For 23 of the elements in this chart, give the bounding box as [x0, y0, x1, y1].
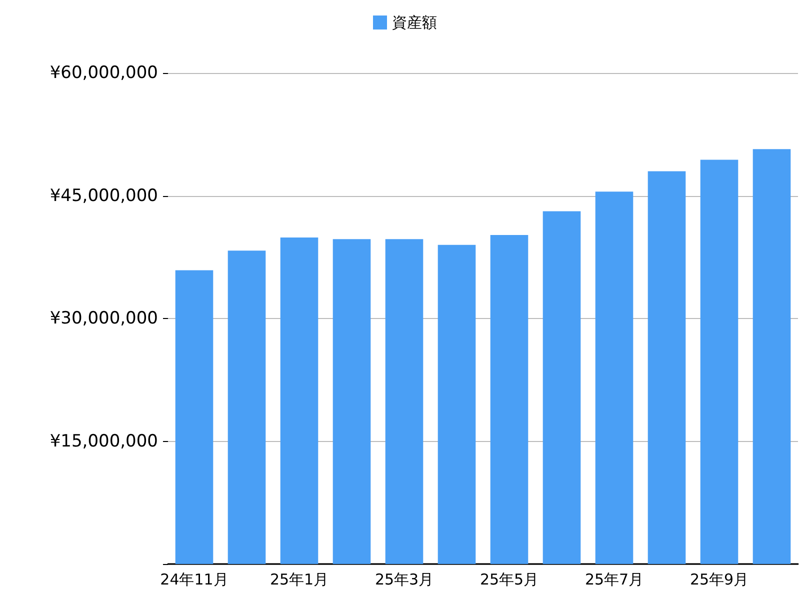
y-tick-label: ¥30,000,000 — [50, 308, 158, 328]
bar — [648, 171, 686, 564]
bar — [490, 235, 528, 564]
bar — [752, 149, 791, 564]
legend-label: 資産額 — [392, 14, 437, 32]
y-tick-label: ¥15,000,000 — [50, 431, 158, 452]
bar — [280, 237, 318, 564]
bar — [438, 244, 476, 564]
bar — [175, 270, 214, 564]
x-tick-label: 25年1月 — [270, 570, 329, 588]
bar — [385, 239, 424, 564]
x-tick-label: 25年9月 — [690, 570, 749, 588]
x-tick-label: 25年5月 — [480, 570, 539, 588]
y-tick-label: ¥45,000,000 — [50, 186, 158, 206]
x-tick-label: 24年11月 — [160, 570, 228, 588]
y-tick-label: ¥60,000,000 — [50, 63, 158, 83]
bar — [542, 211, 581, 564]
x-tick-label: 25年7月 — [584, 570, 644, 588]
x-tick-label: 25年3月 — [374, 570, 434, 588]
bar — [332, 239, 371, 564]
bar — [228, 250, 266, 564]
bar — [700, 160, 738, 564]
bar — [595, 192, 634, 564]
